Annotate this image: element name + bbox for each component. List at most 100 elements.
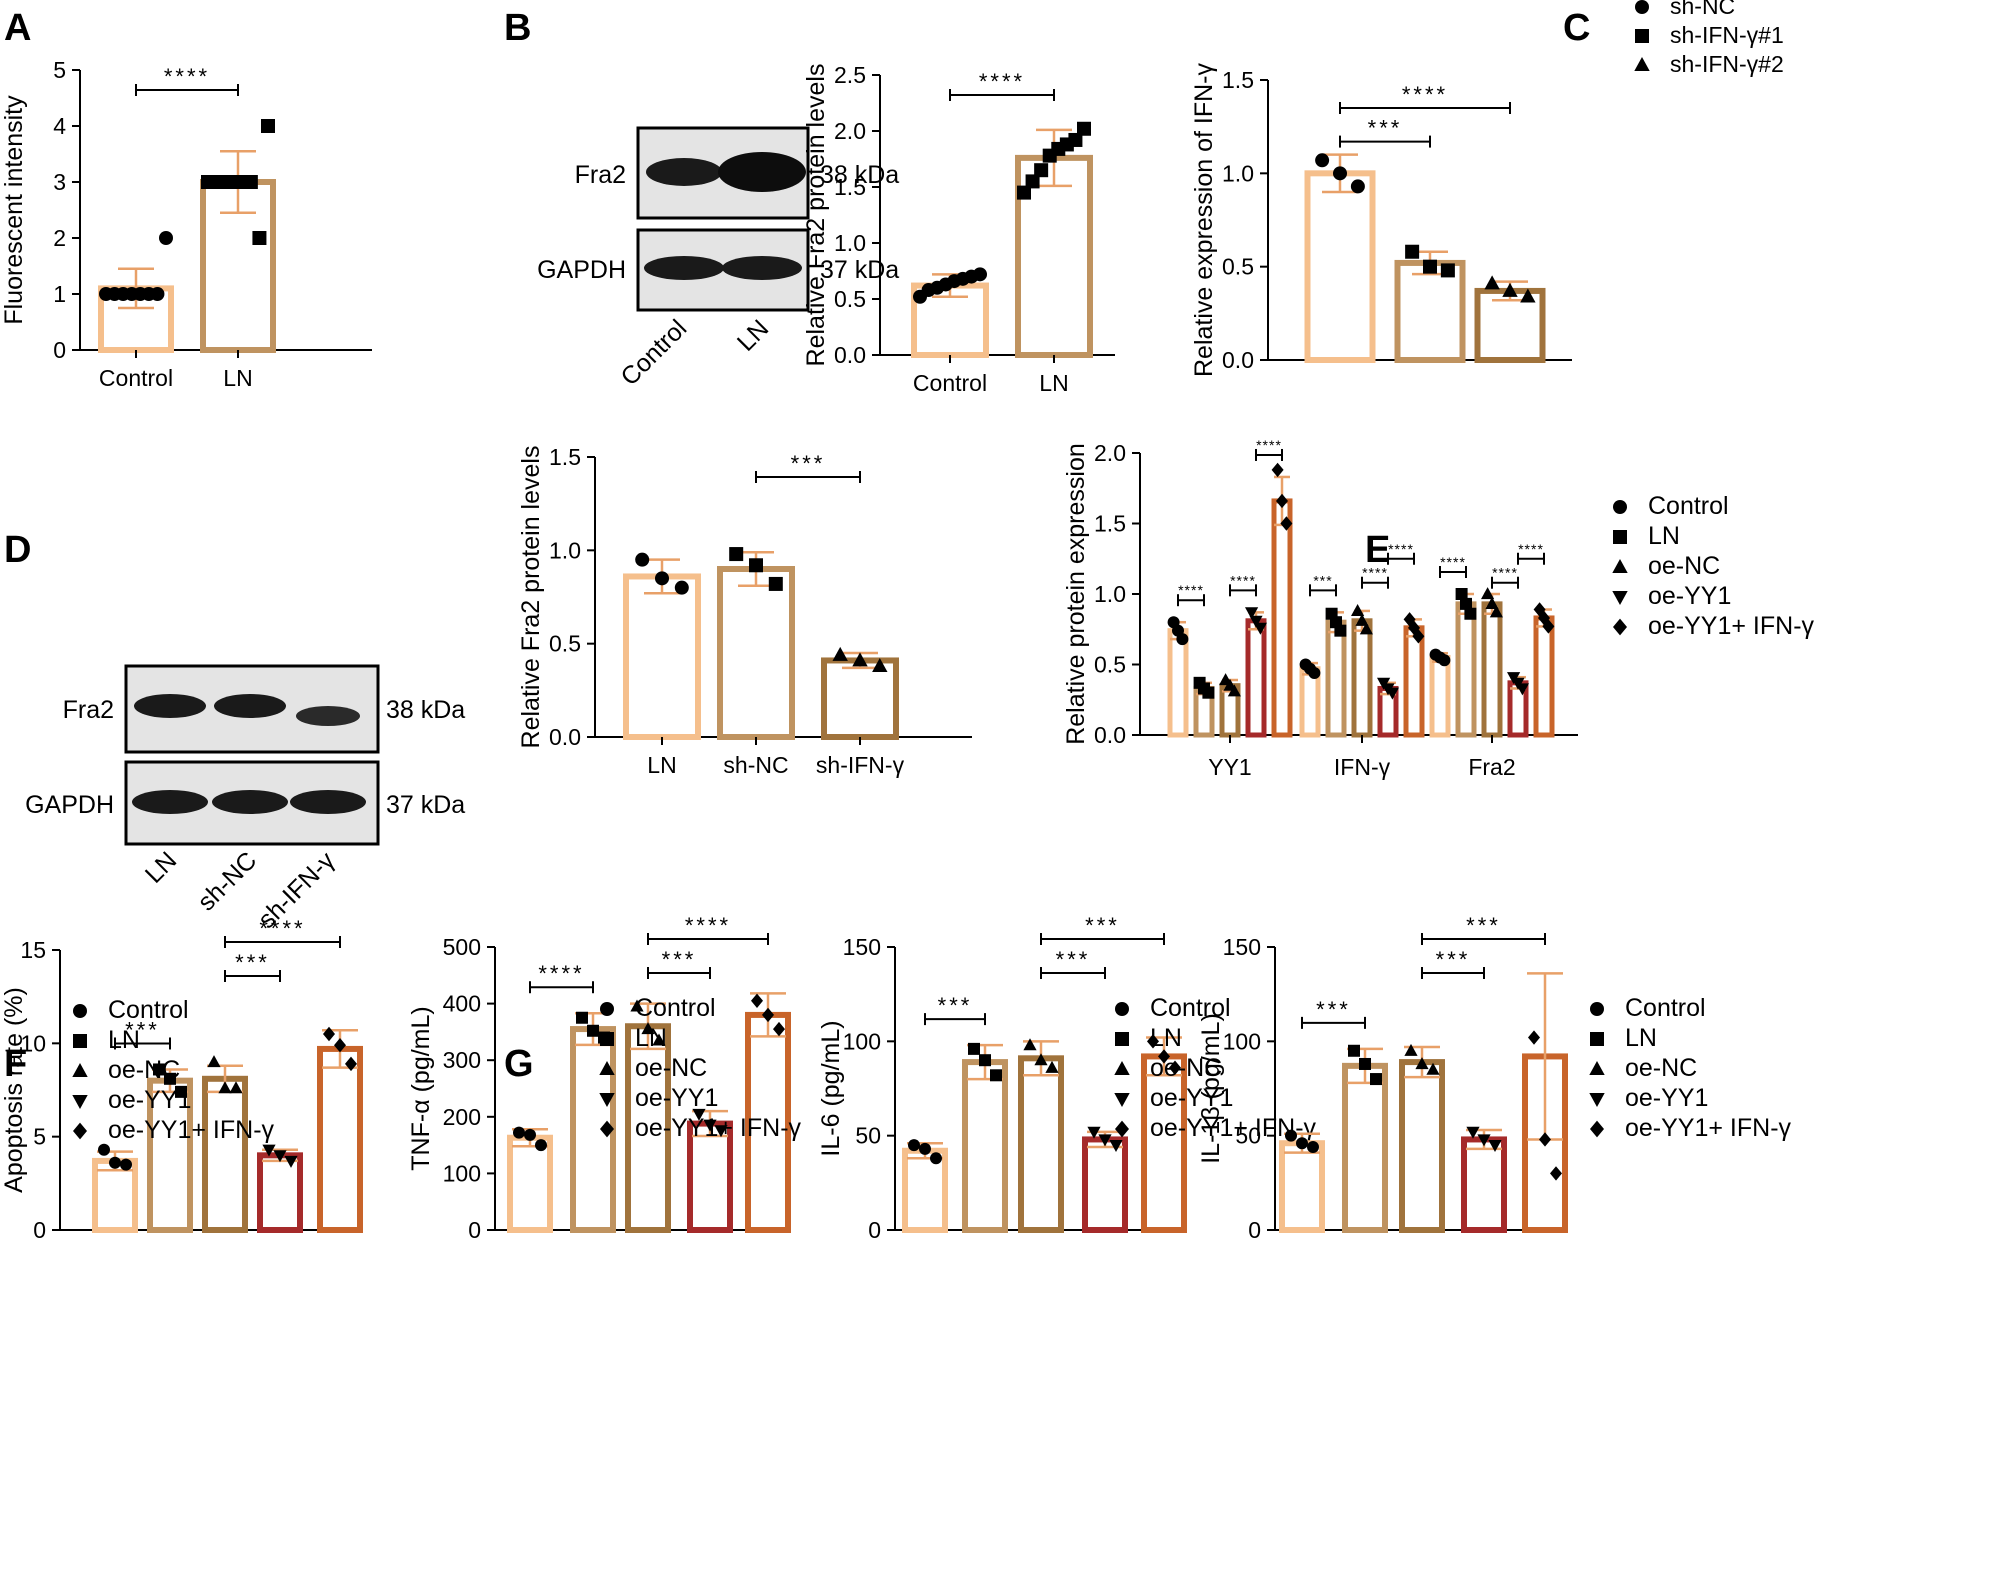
data-point bbox=[262, 1144, 276, 1157]
chart-g3: 0 50 100 150 IL-1β (pg/mL) *** *** *** ControlLN… bbox=[1197, 913, 1792, 1243]
y-axis-label: Fluorescent intensity bbox=[0, 95, 28, 325]
bar-group bbox=[1522, 972, 1568, 1233]
significance-label: **** bbox=[1230, 572, 1256, 588]
significance-bracket: **** bbox=[647, 913, 769, 945]
y-tick-label: 1.0 bbox=[549, 537, 581, 563]
legend-label: oe-NC bbox=[1150, 1054, 1222, 1082]
legend-label: oe-YY1 bbox=[1648, 582, 1731, 610]
legend-marker bbox=[73, 1034, 87, 1048]
y-tick-label: 0.5 bbox=[1222, 254, 1254, 280]
blot-b-lane-ln: LN bbox=[732, 314, 774, 356]
legend-label: Control bbox=[1625, 994, 1706, 1022]
y-tick-label: 100 bbox=[843, 1028, 881, 1054]
legend-item: Control bbox=[1590, 994, 1706, 1022]
significance-bracket: *** bbox=[1301, 997, 1366, 1029]
data-point bbox=[1034, 1053, 1048, 1066]
y-tick-label: 5 bbox=[53, 57, 66, 83]
legend-item: oe-YY1+ IFN-γ bbox=[600, 1114, 802, 1142]
significance-label: **** bbox=[164, 64, 210, 89]
y-tick-label: 1.0 bbox=[1094, 581, 1126, 607]
legend-label: oe-YY1 bbox=[108, 1086, 191, 1114]
y-tick-label: 1.5 bbox=[549, 444, 581, 470]
bar-group bbox=[902, 1139, 948, 1234]
significance-label: *** bbox=[938, 993, 973, 1018]
significance-label: *** bbox=[1313, 572, 1332, 588]
blot-b-label-gapdh: GAPDH bbox=[537, 256, 626, 284]
data-point bbox=[749, 558, 763, 573]
bar bbox=[1403, 625, 1425, 738]
legend-label: oe-NC bbox=[1648, 552, 1720, 580]
data-point bbox=[1485, 596, 1499, 609]
legend-marker bbox=[72, 1062, 88, 1077]
legend-marker bbox=[1613, 500, 1627, 514]
bar bbox=[202, 1075, 248, 1234]
panel-letter-b: B bbox=[504, 7, 531, 49]
data-point bbox=[1502, 282, 1518, 297]
blot-b-gapdh-band-control bbox=[644, 256, 724, 280]
significance-bracket: **** bbox=[135, 64, 239, 96]
bar-group bbox=[911, 267, 989, 358]
legend-label: Control bbox=[1150, 994, 1231, 1022]
y-axis-label: Apoptosis rate (%) bbox=[0, 987, 28, 1193]
data-point bbox=[1489, 605, 1503, 618]
significance-label: **** bbox=[538, 961, 584, 986]
legend-label: Control bbox=[1648, 492, 1729, 520]
data-point bbox=[207, 1055, 221, 1068]
data-point bbox=[261, 119, 275, 133]
y-tick-label: 1.0 bbox=[834, 230, 866, 256]
data-point bbox=[1426, 1062, 1440, 1075]
bar bbox=[1082, 1136, 1128, 1233]
bar bbox=[623, 573, 701, 741]
data-point bbox=[535, 1139, 547, 1152]
bar-group bbox=[1271, 462, 1293, 738]
data-point bbox=[1412, 629, 1425, 644]
x-tick-label: sh-NC bbox=[723, 752, 788, 778]
bar bbox=[1351, 618, 1373, 738]
significance-bracket: **** bbox=[1491, 565, 1519, 589]
blot-d-kda-gapdh: 37 kDa bbox=[386, 791, 465, 819]
legend-marker bbox=[599, 1093, 615, 1108]
significance-label: **** bbox=[1402, 82, 1448, 107]
x-tick-label: LN bbox=[223, 365, 252, 391]
y-tick-label: 0.5 bbox=[549, 631, 581, 657]
legend-item: Control bbox=[73, 996, 189, 1024]
legend-label: oe-YY1 bbox=[1150, 1084, 1233, 1112]
bar-group bbox=[1507, 672, 1529, 738]
legend-item: Control bbox=[1613, 492, 1729, 520]
bar-group bbox=[1399, 1043, 1445, 1233]
significance-label: *** bbox=[1436, 947, 1471, 972]
significance-bracket: **** bbox=[1387, 541, 1415, 565]
data-point bbox=[1276, 493, 1288, 509]
data-point bbox=[120, 1158, 132, 1171]
y-tick-label: 10 bbox=[20, 1030, 46, 1056]
y-tick-label: 50 bbox=[1235, 1123, 1261, 1149]
legend-item: oe-YY1 bbox=[1612, 582, 1731, 610]
data-point bbox=[273, 1150, 287, 1163]
legend-label: sh-IFN-γ#2 bbox=[1670, 51, 1784, 77]
legend-label: oe-YY1+ IFN-γ bbox=[1648, 612, 1815, 640]
data-point bbox=[1351, 604, 1365, 617]
data-point bbox=[109, 1156, 121, 1169]
legend-label: oe-NC bbox=[635, 1054, 707, 1082]
bar bbox=[717, 566, 795, 740]
bar bbox=[1481, 601, 1503, 738]
legend-marker bbox=[1115, 1032, 1129, 1046]
panel-letter-g: G bbox=[504, 1043, 534, 1085]
bar-group bbox=[1304, 153, 1376, 363]
bar bbox=[1167, 628, 1189, 738]
data-point bbox=[150, 287, 165, 301]
significance-label: *** bbox=[1466, 913, 1501, 938]
blot-d-fra2-band-shifn bbox=[296, 706, 360, 726]
data-point bbox=[1253, 622, 1267, 635]
blot-d-gapdh-band-shifn bbox=[290, 790, 366, 814]
significance-label: **** bbox=[259, 916, 305, 941]
data-point bbox=[323, 1026, 335, 1042]
data-point bbox=[703, 1119, 717, 1132]
bar-group bbox=[821, 646, 899, 741]
data-point bbox=[1438, 654, 1451, 667]
